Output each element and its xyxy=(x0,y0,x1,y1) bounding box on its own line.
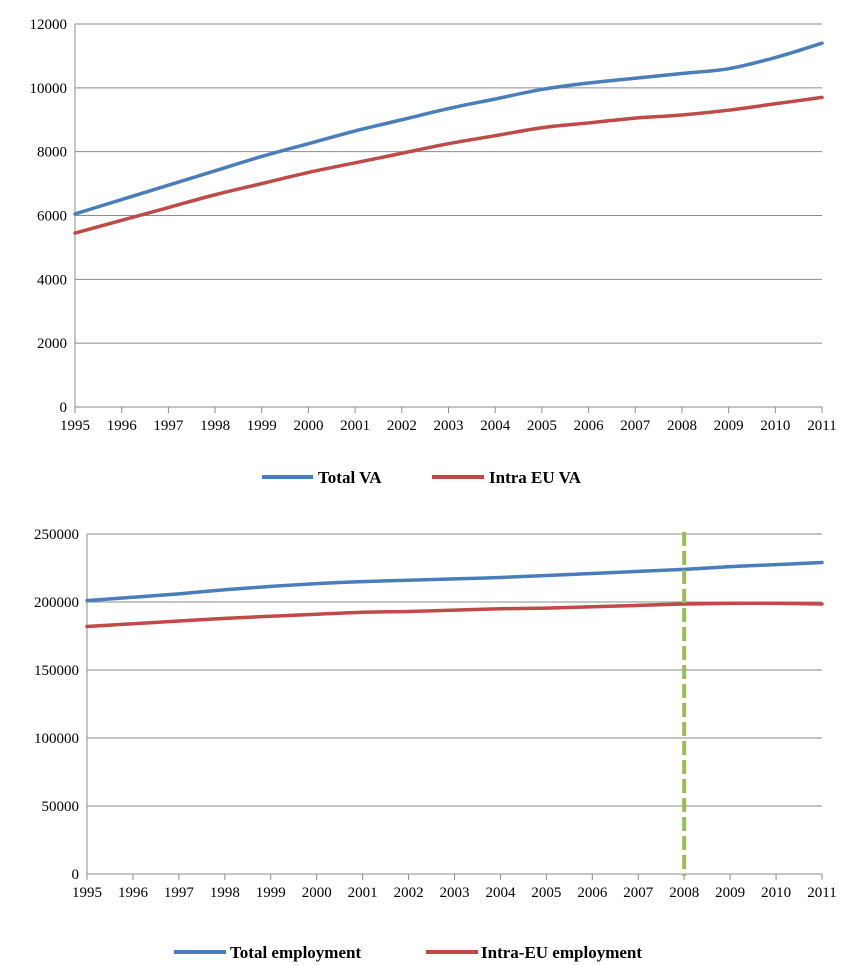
legend-label: Intra EU VA xyxy=(489,468,582,487)
x-tick-label: 2000 xyxy=(302,885,332,901)
x-tick-label: 1995 xyxy=(60,418,90,434)
legend-label: Total VA xyxy=(318,468,382,487)
y-tick-label: 100000 xyxy=(34,731,79,747)
x-tick-label: 2000 xyxy=(293,418,323,434)
y-tick-label: 10000 xyxy=(30,81,68,97)
x-tick-label: 2003 xyxy=(440,885,470,901)
x-tick-label: 1996 xyxy=(118,885,149,901)
x-tick-label: 2003 xyxy=(434,418,464,434)
x-tick-label: 2008 xyxy=(669,885,699,901)
x-tick-label: 2001 xyxy=(348,885,378,901)
x-tick-label: 2011 xyxy=(807,885,836,901)
x-tick-label: 2009 xyxy=(714,418,744,434)
x-tick-label: 2004 xyxy=(480,418,511,434)
x-tick-label: 2009 xyxy=(715,885,745,901)
x-tick-label: 2011 xyxy=(807,418,836,434)
series-line-intra-eu xyxy=(85,601,824,629)
x-tick-label: 1998 xyxy=(200,418,230,434)
y-tick-label: 50000 xyxy=(42,799,80,815)
x-tick-label: 2002 xyxy=(394,885,424,901)
y-tick-label: 150000 xyxy=(34,663,79,679)
y-tick-label: 12000 xyxy=(30,17,68,33)
series-line-intra-eu xyxy=(73,95,824,235)
x-tick-label: 2010 xyxy=(760,418,790,434)
x-tick-label: 1996 xyxy=(107,418,138,434)
x-tick-label: 1999 xyxy=(256,885,286,901)
chart-employment: 0 50000 100000 150000 200000 250000 1995 1996 19… xyxy=(0,510,845,965)
y-tick-label: 2000 xyxy=(37,336,67,352)
x-tick-label: 2005 xyxy=(531,885,561,901)
chart-va-svg: 0 2000 4000 6000 8000 10000 12000 1995 1996 1997 1… xyxy=(30,17,837,487)
x-tick-label: 1998 xyxy=(210,885,240,901)
x-tick-label: 2002 xyxy=(387,418,417,434)
y-tick-label: 0 xyxy=(72,867,80,883)
y-tick-label: 200000 xyxy=(34,595,79,611)
y-tick-label: 8000 xyxy=(37,145,67,161)
y-tick-label: 250000 xyxy=(34,527,79,543)
series-line-total xyxy=(73,41,824,216)
chart-employment-svg: 0 50000 100000 150000 200000 250000 1995 1996 19… xyxy=(34,527,837,962)
x-tick-label: 2008 xyxy=(667,418,697,434)
x-tick-label: 1997 xyxy=(164,885,195,901)
series-line-total xyxy=(85,560,824,603)
x-tick-label: 2007 xyxy=(623,885,654,901)
x-tick-label: 1997 xyxy=(153,418,184,434)
y-tick-label: 4000 xyxy=(37,272,67,288)
y-tick-label: 6000 xyxy=(37,209,67,225)
x-tick-label: 2010 xyxy=(761,885,791,901)
x-tick-label: 2005 xyxy=(527,418,557,434)
x-tick-label: 1999 xyxy=(247,418,277,434)
x-tick-label: 2006 xyxy=(577,885,608,901)
x-tick-label: 2001 xyxy=(340,418,370,434)
x-tick-label: 1995 xyxy=(72,885,102,901)
y-tick-label: 0 xyxy=(60,400,68,416)
x-tick-label: 2006 xyxy=(574,418,605,434)
legend-label: Total employment xyxy=(230,943,361,962)
x-tick-label: 2004 xyxy=(485,885,516,901)
legend-label: Intra-EU employment xyxy=(481,943,642,962)
x-tick-label: 2007 xyxy=(620,418,651,434)
chart-va: 0 2000 4000 6000 8000 10000 12000 1995 1996 1997 1… xyxy=(30,17,837,487)
